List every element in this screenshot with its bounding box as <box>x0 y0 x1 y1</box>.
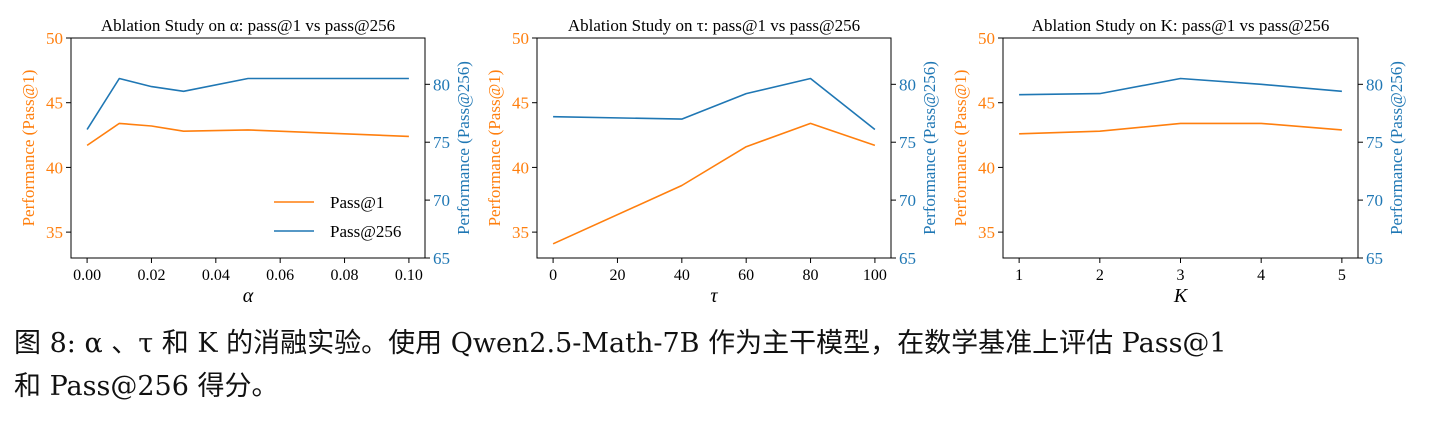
y-left-tick-label: 50 <box>512 29 529 48</box>
y-right-tick-label: 80 <box>899 75 916 94</box>
legend-label: Pass@1 <box>330 193 384 212</box>
y-left-tick-label: 35 <box>512 223 529 242</box>
y-left-tick-label: 45 <box>512 94 529 113</box>
y-right-axis-label: Performance (Pass@256) <box>454 61 473 235</box>
x-tick-label: 4 <box>1257 267 1265 284</box>
y-right-axis-label: Performance (Pass@256) <box>1387 61 1406 235</box>
x-tick-label: 0.08 <box>331 267 359 284</box>
x-tick-label: 0.06 <box>266 267 294 284</box>
y-left-axis-label: Performance (Pass@1) <box>951 70 970 227</box>
x-tick-label: 0.10 <box>395 267 423 284</box>
x-tick-label: 3 <box>1177 267 1185 284</box>
x-tick-label: 0.02 <box>137 267 165 284</box>
series-line-pass-at-1 <box>552 122 876 245</box>
series-line-pass-at-1 <box>86 122 409 147</box>
y-left-tick-label: 40 <box>978 158 995 177</box>
caption-line-2: 和 Pass@256 得分。 <box>14 371 279 402</box>
series-line-pass-at-1 <box>1019 122 1342 135</box>
x-tick-label: 80 <box>803 267 819 284</box>
x-tick-label: 1 <box>1015 267 1023 284</box>
y-right-tick-label: 65 <box>899 249 916 268</box>
x-tick-label: 5 <box>1338 267 1346 284</box>
ablation-figure: Ablation Study on α: pass@1 vs pass@256 0… <box>19 16 1406 307</box>
chart-panel-2: Ablation Study on τ: pass@1 vs pass@256 0… <box>485 16 939 307</box>
x-axis-label: K <box>1173 285 1189 307</box>
chart-panel-3: Ablation Study on K: pass@1 vs pass@256 1… <box>951 16 1406 307</box>
y-left-tick-label: 35 <box>978 223 995 242</box>
series-line-pass-at-256 <box>553 77 876 131</box>
legend: Pass@1 Pass@256 <box>274 193 401 241</box>
plot-frame <box>1002 37 1359 259</box>
y-right-tick-label: 80 <box>433 75 450 94</box>
x-tick-label: 100 <box>863 267 887 284</box>
y-left-axis-label: Performance (Pass@1) <box>485 70 504 227</box>
y-left-tick-label: 50 <box>46 29 63 48</box>
x-tick-label: 40 <box>674 267 690 284</box>
x-axis-label: α <box>243 285 254 307</box>
chart-title: Ablation Study on K: pass@1 vs pass@256 <box>1032 16 1330 35</box>
plot-frame <box>536 37 892 259</box>
y-right-tick-label: 75 <box>899 133 916 152</box>
chart-title: Ablation Study on τ: pass@1 vs pass@256 <box>568 16 860 35</box>
y-right-tick-label: 70 <box>899 191 916 210</box>
y-right-tick-label: 65 <box>1366 249 1383 268</box>
y-left-tick-label: 50 <box>978 29 995 48</box>
series-line-pass-at-256 <box>1019 77 1342 96</box>
caption-line-1: 图 8: α 、τ 和 K 的消融实验。使用 Qwen2.5-Math-7B 作… <box>14 328 1227 359</box>
x-tick-label: 0.00 <box>73 267 101 284</box>
plot-frame <box>70 37 426 259</box>
x-tick-label: 20 <box>609 267 625 284</box>
series-line-pass-at-256 <box>86 77 409 130</box>
x-tick-label: 0 <box>549 267 557 284</box>
y-left-tick-label: 45 <box>46 94 63 113</box>
chart-title: Ablation Study on α: pass@1 vs pass@256 <box>101 16 395 35</box>
x-tick-label: 60 <box>738 267 754 284</box>
y-left-tick-label: 40 <box>512 158 529 177</box>
x-tick-label: 0.04 <box>202 267 230 284</box>
y-right-tick-label: 80 <box>1366 75 1383 94</box>
y-left-axis-label: Performance (Pass@1) <box>19 70 38 227</box>
y-left-tick-label: 40 <box>46 158 63 177</box>
y-right-tick-label: 75 <box>433 133 450 152</box>
figure-caption: 图 8: α 、τ 和 K 的消融实验。使用 Qwen2.5-Math-7B 作… <box>14 322 1424 408</box>
y-right-tick-label: 65 <box>433 249 450 268</box>
y-right-tick-label: 70 <box>433 191 450 210</box>
legend-label: Pass@256 <box>330 222 401 241</box>
y-right-tick-label: 70 <box>1366 191 1383 210</box>
y-left-tick-label: 35 <box>46 223 63 242</box>
y-right-axis-label: Performance (Pass@256) <box>920 61 939 235</box>
y-left-tick-label: 45 <box>978 94 995 113</box>
x-axis-label: τ <box>710 285 718 307</box>
y-right-tick-label: 75 <box>1366 133 1383 152</box>
x-tick-label: 2 <box>1096 267 1104 284</box>
chart-panel-1: Ablation Study on α: pass@1 vs pass@256 0… <box>19 16 473 307</box>
